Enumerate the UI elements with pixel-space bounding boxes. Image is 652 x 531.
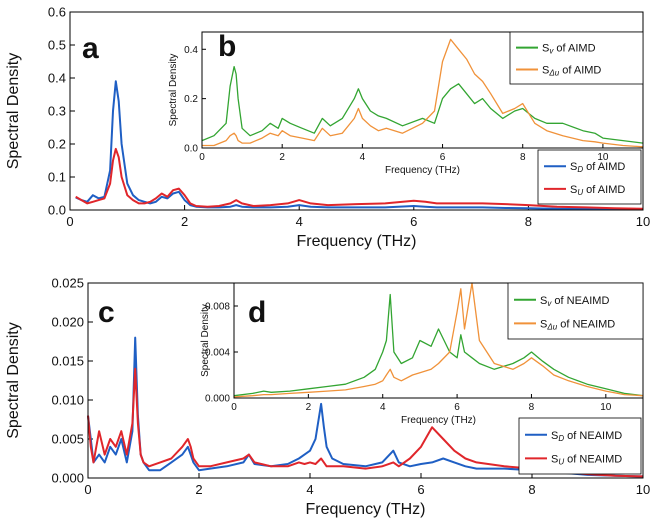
panel-d: 0 2 4 6 8 10 0.000 0.004 0.008 Frequency (THz) Spe… [200,282,644,426]
series-line-b-1 [202,38,644,148]
y-axis-title-c: Spectral Density [5,322,22,439]
legend-box-c [518,417,642,475]
legend-label-c-0: SD of NEAIMD [551,430,622,443]
panel-label-d: d [248,296,266,329]
y-tick-label-a-2: 0.2 [48,137,66,152]
y-tick-label-b-1: 0.2 [184,94,198,105]
panel-label-a: a [82,32,99,65]
legend-label-b-1: SΔu of AIMD [542,64,601,77]
y-tick-label-d-0: 0.000 [205,394,230,405]
x-tick-label-a-5: 10 [636,214,650,229]
y-tick-label-a-6: 0.6 [48,5,66,20]
y-tick-label-a-1: 0.1 [48,170,66,185]
x-axis-title-a: Frequency (THz) [296,233,416,250]
panel-label-c: c [98,296,115,329]
x-tick-label-d-4: 8 [529,402,535,413]
x-tick-label-d-2: 4 [380,402,386,413]
series-line-a-1 [75,147,644,210]
legend-label-c-1: SU of NEAIMD [551,453,622,466]
x-tick-label-b-2: 4 [360,152,366,163]
legend-box-b [509,31,644,85]
y-tick-label-b-0: 0.0 [184,144,198,155]
panel-label-b: b [218,30,236,63]
plot-frame-d [233,282,644,399]
x-tick-label-d-0: 0 [231,402,237,413]
x-tick-label-a-3: 6 [410,214,417,229]
y-axis-title-b: Spectral Density [168,54,179,127]
y-tick-label-c-3: 0.015 [51,354,84,369]
x-tick-label-a-1: 2 [181,214,188,229]
legend-label-a-1: SU of AIMD [570,184,625,197]
legend-box-a [537,149,642,205]
legend-label-d-1: SΔu of NEAIMD [540,318,615,331]
x-axis-title-c: Frequency (THz) [305,501,425,518]
y-tick-label-c-5: 0.025 [51,276,84,291]
x-tick-label-b-3: 6 [440,152,446,163]
x-tick-label-c-4: 8 [528,482,535,497]
y-tick-label-c-0: 0.000 [51,471,84,486]
x-tick-label-c-0: 0 [84,482,91,497]
x-tick-label-d-5: 10 [600,402,612,413]
x-tick-label-c-1: 2 [195,482,202,497]
legend-label-b-0: Sv of AIMD [542,43,596,56]
x-tick-label-c-3: 6 [417,482,424,497]
legend-label-d-0: Sv of NEAIMD [540,295,609,308]
x-axis-title-b: Frequency (THz) [385,165,460,176]
y-axis-title-a: Spectral Density [5,53,22,170]
y-tick-label-c-4: 0.020 [51,315,84,330]
x-tick-label-a-0: 0 [66,214,73,229]
x-tick-label-a-2: 4 [296,214,303,229]
y-tick-label-a-4: 0.4 [48,71,66,86]
y-tick-label-c-1: 0.005 [51,432,84,447]
plot-frame-b [201,31,644,149]
x-tick-label-c-5: 10 [636,482,650,497]
series-line-c-1 [87,367,644,478]
x-tick-label-b-5: 10 [597,152,609,163]
y-axis-title-d: Spectral Density [200,304,211,377]
y-tick-label-c-2: 0.010 [51,393,84,408]
x-tick-label-d-1: 2 [306,402,312,413]
y-tick-label-d-2: 0.008 [205,302,230,313]
x-axis-title-d: Frequency (THz) [401,415,476,426]
x-tick-label-c-2: 4 [306,482,313,497]
panel-b: 0 2 4 6 8 10 0.0 0.2 0.4 Frequency (THz) Spectral … [168,30,644,176]
legend-label-a-0: SD of AIMD [570,161,625,174]
y-tick-label-a-0: 0.0 [48,203,66,218]
y-tick-label-a-5: 0.5 [48,38,66,53]
x-tick-label-a-4: 8 [525,214,532,229]
x-tick-label-b-4: 8 [520,152,526,163]
x-tick-label-d-3: 6 [454,402,460,413]
x-tick-label-b-0: 0 [199,152,205,163]
series-line-d-1 [233,282,644,398]
x-tick-label-b-1: 2 [279,152,285,163]
y-tick-label-d-1: 0.004 [205,348,230,359]
legend-box-d [507,282,644,340]
y-tick-label-a-3: 0.3 [48,104,66,119]
series-line-d-0 [233,293,644,397]
y-tick-label-b-2: 0.4 [184,45,198,56]
